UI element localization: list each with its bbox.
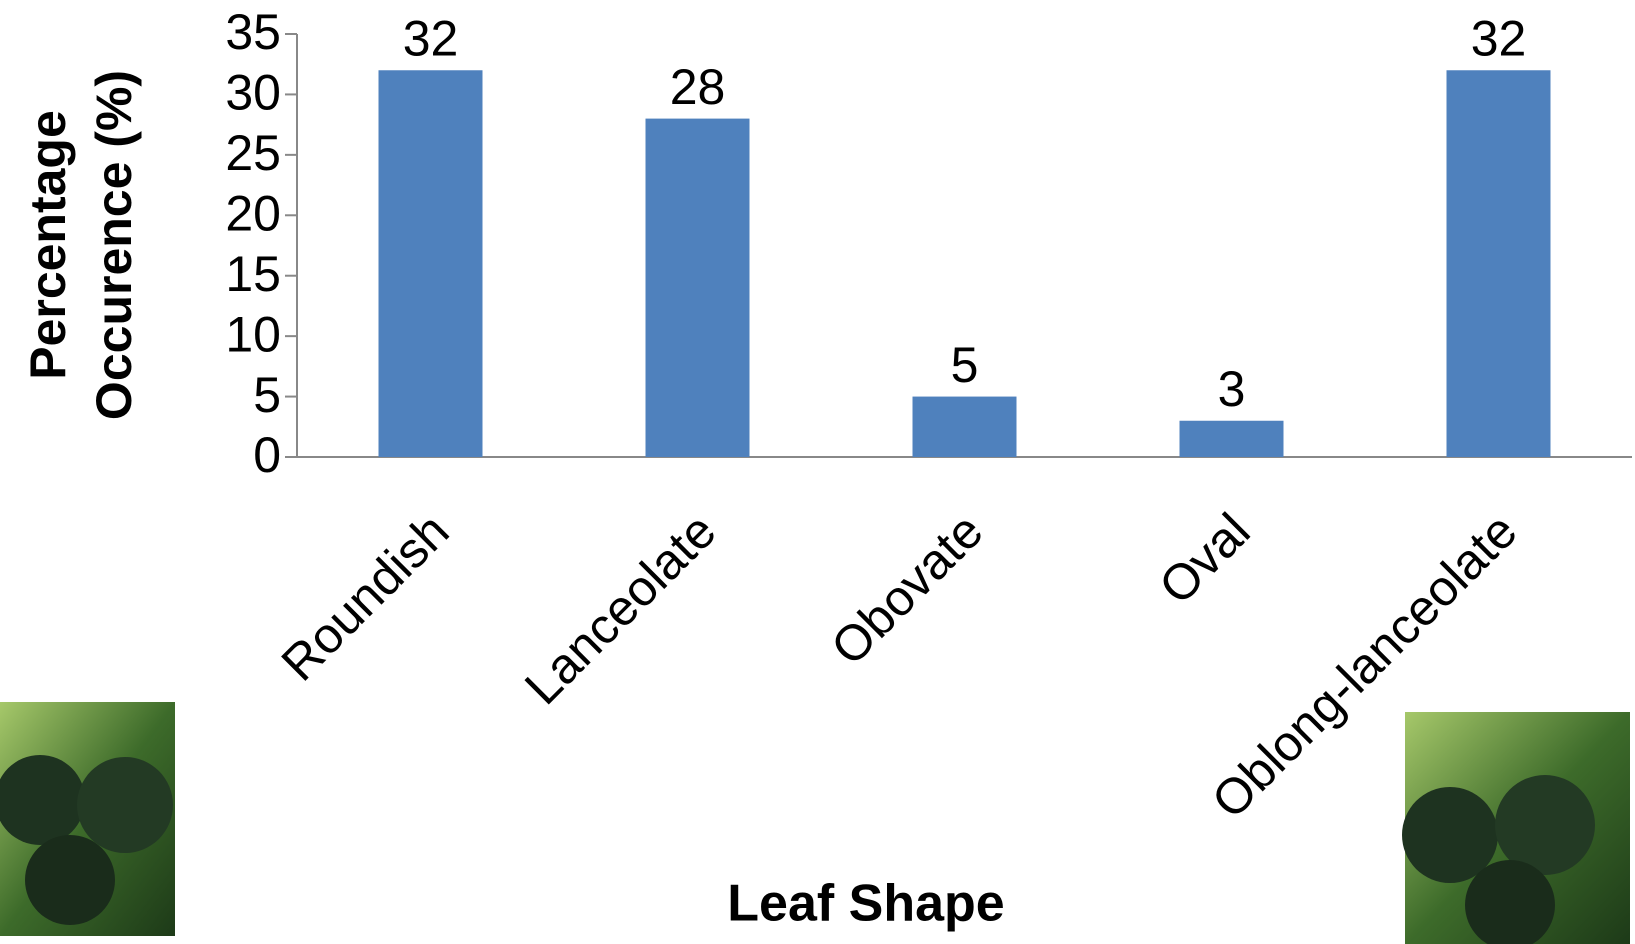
bar [913, 397, 1017, 457]
y-tick-label: 20 [225, 185, 281, 241]
x-tick-label: Obovate [820, 503, 993, 676]
y-tick-label: 10 [225, 306, 281, 362]
value-label: 32 [1471, 10, 1527, 66]
x-axis-title: Leaf Shape [727, 875, 1004, 933]
bar [646, 119, 750, 457]
x-tick-label: Roundish [271, 503, 460, 692]
y-tick-label: 15 [225, 246, 281, 302]
bar [1447, 70, 1551, 457]
bar [379, 70, 483, 457]
y-tick-label: 30 [225, 65, 281, 121]
x-tick-label: Lanceolate [514, 503, 727, 716]
chart: Leaf Shape 05101520253035Roundish32Lance… [0, 0, 1635, 944]
y-tick-label: 25 [225, 125, 281, 181]
page: Leaf Shape 05101520253035Roundish32Lance… [0, 0, 1635, 944]
x-tick-label: Oval [1148, 503, 1260, 615]
y-axis-title: Percentage Occurence (%) [15, 25, 147, 465]
y-tick-label: 35 [225, 4, 281, 60]
value-label: 5 [951, 337, 979, 393]
bar [1180, 421, 1284, 457]
value-label: 3 [1218, 361, 1246, 417]
value-label: 28 [670, 59, 726, 115]
y-tick-label: 0 [253, 427, 281, 483]
photo-right [1402, 712, 1630, 944]
photo-left [0, 702, 175, 936]
y-tick-label: 5 [253, 367, 281, 423]
value-label: 32 [403, 10, 459, 66]
